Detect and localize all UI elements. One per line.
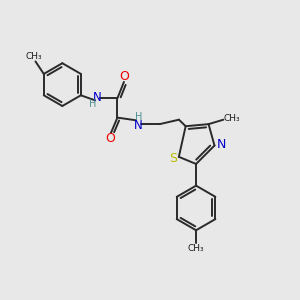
Text: H: H: [135, 112, 142, 122]
Text: S: S: [169, 152, 177, 165]
Text: O: O: [106, 132, 116, 145]
Text: H: H: [89, 99, 96, 109]
Text: N: N: [134, 119, 143, 132]
Text: CH₃: CH₃: [26, 52, 42, 61]
Text: CH₃: CH₃: [224, 114, 240, 123]
Text: N: N: [216, 138, 226, 151]
Text: CH₃: CH₃: [188, 244, 204, 253]
Text: N: N: [93, 91, 102, 104]
Text: O: O: [119, 70, 129, 83]
